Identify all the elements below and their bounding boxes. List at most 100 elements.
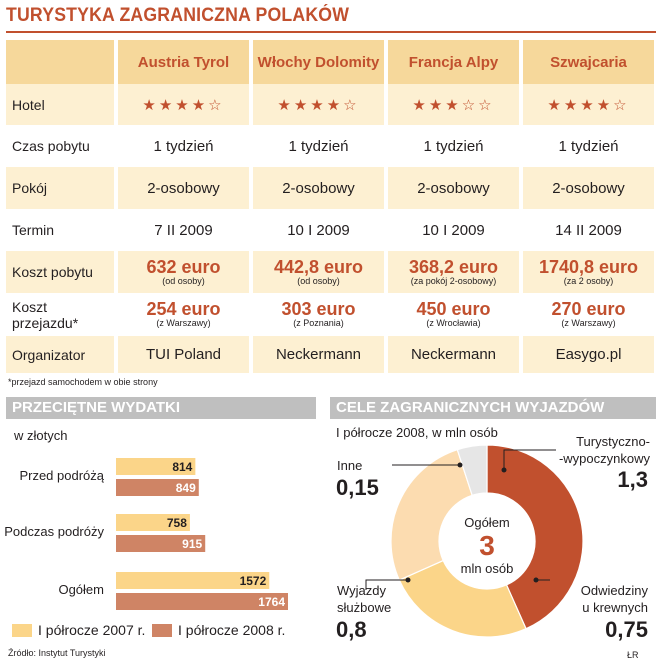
- slice-label-wyj-l2: służbowe: [337, 600, 392, 615]
- hotel-stars: ★★★★☆: [547, 96, 630, 114]
- slice-label-turyst-l1: Turystyczno-: [576, 434, 650, 449]
- donut-slice: [456, 444, 488, 497]
- donut-center-unit: mln osób: [461, 561, 514, 576]
- donut-slice: [486, 444, 584, 630]
- leader-dot: [457, 462, 463, 468]
- bar: [116, 535, 206, 552]
- slice-label-wyj-l1: Wyjazdy: [337, 583, 387, 598]
- slice-value-wyj: 0,8: [336, 617, 367, 642]
- page-title: TURYSTYKA ZAGRANICZNA POLAKÓW: [6, 5, 350, 26]
- table-cell: 1 tydzień: [118, 125, 249, 167]
- leader-line: [365, 579, 408, 590]
- expenses-subtitle: w złotych: [14, 428, 68, 443]
- bar-value-label: 1572: [240, 574, 267, 588]
- table-row-organizator: Organizator TUI Poland Neckermann Necker…: [6, 336, 656, 373]
- donut-center-label: Ogółem: [464, 515, 510, 530]
- cost-value: 303 euro: [281, 299, 356, 319]
- donut-hole: [440, 494, 534, 588]
- row-label: Koszt pobytu: [6, 251, 114, 293]
- table-header-destination: Szwajcaria: [523, 40, 654, 84]
- cost-note: (za 2 osoby): [563, 275, 614, 286]
- table-cell: TUI Poland: [118, 336, 249, 373]
- legend-label-2007: I półrocze 2007 r.: [38, 622, 146, 638]
- table-header-destination: Austria Tyrol: [118, 40, 249, 84]
- title-rule: [6, 31, 656, 33]
- bar-value-label: 814: [172, 460, 192, 474]
- row-label: Termin: [6, 209, 114, 251]
- bar: [116, 479, 199, 496]
- cost-note: (od osoby): [297, 275, 340, 286]
- table-cell: Neckermann: [388, 336, 519, 373]
- table-cell: 2-osobowy: [253, 167, 384, 209]
- footnote: *przejazd samochodem w obie strony: [8, 377, 158, 387]
- legend-swatch-2007: [12, 624, 32, 637]
- slice-label-odw-l2: u krewnych: [582, 600, 648, 615]
- cost-value: 442,8 euro: [273, 256, 364, 277]
- bar-category-label: Podczas podróży: [4, 524, 104, 539]
- table-header-row: Austria Tyrol Włochy Dolomity Francja Al…: [6, 40, 656, 84]
- row-label: Koszt przejazdu*: [6, 293, 114, 336]
- table-cell: 14 II 2009: [523, 209, 654, 251]
- row-label: Czas pobytu: [6, 125, 114, 167]
- row-label: Pokój: [6, 167, 114, 209]
- cost-note: (od osoby): [162, 275, 205, 286]
- expenses-section-title: PRZECIĘTNE WYDATKI: [6, 397, 316, 419]
- table-cell: 7 II 2009: [118, 209, 249, 251]
- table-cell: 1 tydzień: [388, 125, 519, 167]
- bar: [116, 514, 190, 531]
- cost-value: 270 euro: [551, 299, 626, 319]
- slice-value-inne: 0,15: [336, 475, 379, 500]
- trips-section-title: CELE ZAGRANICZNYCH WYJAZDÓW: [330, 397, 656, 419]
- table-cell: 2-osobowy: [388, 167, 519, 209]
- table-cell: 10 I 2009: [388, 209, 519, 251]
- author-credit: ŁR: [627, 650, 639, 660]
- bar-value-label: 849: [176, 481, 196, 495]
- cost-value: 632 euro: [146, 256, 221, 277]
- table-cell: Neckermann: [253, 336, 384, 373]
- bar: [116, 458, 196, 475]
- donut-slice: [398, 559, 527, 638]
- slice-label-inne: Inne: [337, 458, 363, 473]
- table-header-destination: Francja Alpy: [388, 40, 519, 84]
- leader-dot: [533, 577, 539, 583]
- donut-slice: [390, 448, 473, 581]
- bar-value-label: 915: [182, 537, 202, 551]
- bar-value-label: 758: [167, 516, 187, 530]
- source-note: Źródło: Instytut Turystyki: [8, 648, 106, 658]
- table-row-termin: Termin 7 II 2009 10 I 2009 10 I 2009 14 …: [6, 209, 656, 251]
- cost-note: (z Warszawy): [561, 318, 616, 328]
- slice-label-turyst-l2: -wypoczynkowy: [558, 451, 650, 466]
- slice-value-turyst: 1,3: [617, 467, 648, 492]
- leader-line: [503, 449, 556, 470]
- legend-label-2008: I półrocze 2008 r.: [178, 622, 286, 638]
- hotel-stars: ★★★★☆: [142, 96, 225, 114]
- cost-note: (z Wrocławia): [426, 318, 481, 328]
- hotel-stars: ★★★☆☆: [412, 96, 495, 114]
- bar-category-label: Przed podróżą: [19, 468, 104, 483]
- table-row-koszt-przejazdu: Koszt przejazdu* 254 euro (z Warszawy) 30…: [6, 293, 656, 336]
- table-row-pokoj: Pokój 2-osobowy 2-osobowy 2-osobowy 2-os…: [6, 167, 656, 209]
- cost-value: 368,2 euro: [408, 256, 499, 277]
- cost-note: (z Poznania): [293, 318, 344, 328]
- hotel-stars: ★★★★☆: [277, 96, 360, 114]
- bar-category-label: Ogółem: [58, 582, 104, 597]
- donut-center-value: 3: [479, 530, 495, 561]
- table-row-hotel: Hotel ★★★★☆ ★★★★☆ ★★★☆☆ ★★★★☆: [6, 84, 656, 125]
- bar: [116, 593, 288, 610]
- table-header-empty: [6, 40, 114, 84]
- row-label: Hotel: [6, 84, 114, 125]
- cost-value: 1740,8 euro: [538, 256, 639, 277]
- table-cell: 1 tydzień: [523, 125, 654, 167]
- cost-value: 450 euro: [416, 299, 491, 319]
- table-row-czas: Czas pobytu 1 tydzień 1 tydzień 1 tydzie…: [6, 125, 656, 167]
- cost-value: 254 euro: [146, 299, 221, 319]
- expenses-bar-chart: Przed podróżą 814 849 Podczas podróży 758 915…: [4, 458, 288, 610]
- table-row-koszt-pobytu: Koszt pobytu 632 euro (od osoby) 442,8 eu…: [6, 251, 656, 293]
- table-cell: Easygo.pl: [523, 336, 654, 373]
- table-cell: 1 tydzień: [253, 125, 384, 167]
- slice-value-odw: 0,75: [605, 617, 648, 642]
- table-cell: 2-osobowy: [523, 167, 654, 209]
- table-cell: 10 I 2009: [253, 209, 384, 251]
- cost-note: (za pokój 2-osobowy): [410, 275, 497, 286]
